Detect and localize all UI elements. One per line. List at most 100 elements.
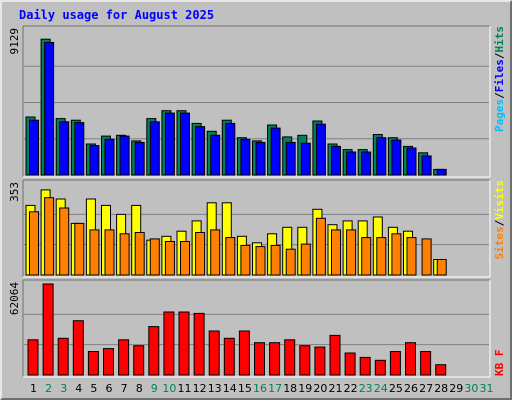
x-tick-label: 15 <box>238 382 252 395</box>
bar-sites-day-5 <box>89 229 100 276</box>
x-tick-label: 19 <box>298 382 312 395</box>
chart-title: Daily usage for August 2025 <box>19 8 214 22</box>
bar-sites-day-12 <box>195 232 206 276</box>
bar-files-day-24 <box>376 137 387 176</box>
panel-legend: Pages/Files/Hits <box>493 26 506 132</box>
bar-files-day-22 <box>346 151 357 176</box>
bar-files-day-28 <box>436 168 447 176</box>
bar-files-day-20 <box>315 123 326 176</box>
bar-files-day-23 <box>361 151 372 176</box>
bar-files-day-6 <box>104 138 115 176</box>
x-tick-label: 29 <box>449 382 463 395</box>
bar-sites-day-21 <box>331 229 341 276</box>
bar-sites-day-19 <box>300 243 311 276</box>
bar-kb-f-day-14 <box>223 337 235 376</box>
bar-kb-f-day-8 <box>133 345 145 376</box>
x-tick-label: 6 <box>106 382 113 395</box>
bar-sites-day-16 <box>255 246 266 276</box>
bar-files-day-4 <box>74 122 85 176</box>
legend-entry: Files <box>493 59 506 92</box>
bar-sites-day-1 <box>29 211 39 276</box>
bar-sites-day-9 <box>149 238 160 276</box>
y-max-label: 353 <box>8 182 21 202</box>
bar-kb-f-day-24 <box>374 359 386 376</box>
x-tick-label: 23 <box>359 382 373 395</box>
bar-kb-f-day-15 <box>238 330 250 376</box>
x-tick-label: 16 <box>253 382 267 395</box>
x-tick-label: 17 <box>268 382 282 395</box>
x-tick-label: 28 <box>434 382 448 395</box>
x-tick-label: 3 <box>60 382 67 395</box>
bar-kb-f-day-18 <box>284 339 296 376</box>
bar-kb-f-day-19 <box>299 345 311 376</box>
legend-entry: F <box>493 350 506 357</box>
x-tick-label: 31 <box>480 382 494 395</box>
bar-kb-f-day-21 <box>329 334 341 376</box>
bar-files-day-11 <box>180 112 190 176</box>
bar-files-day-2 <box>44 41 55 176</box>
x-tick-label: 1 <box>30 382 37 395</box>
bar-sites-day-13 <box>210 229 221 276</box>
x-tick-label: 20 <box>313 382 327 395</box>
bar-kb-f-day-23 <box>359 356 371 376</box>
legend-entry: Sites <box>493 226 506 259</box>
y-max-label: 62064 <box>8 282 21 315</box>
bar-sites-day-20 <box>315 217 326 276</box>
bar-kb-f-day-16 <box>254 342 265 376</box>
x-tick-label: 8 <box>136 382 143 395</box>
x-tick-label: 4 <box>75 382 82 395</box>
bar-sites-day-3 <box>59 207 70 276</box>
bar-kb-f-day-2 <box>42 283 54 376</box>
bar-sites-day-22 <box>346 229 357 276</box>
bar-sites-day-23 <box>361 237 372 276</box>
x-tick-label: 11 <box>178 382 192 395</box>
legend-entry: / <box>493 219 506 226</box>
x-tick-label: 10 <box>162 382 176 395</box>
bar-files-day-19 <box>300 142 311 176</box>
bar-sites-day-17 <box>270 244 281 276</box>
bar-sites-day-6 <box>104 229 115 276</box>
bar-files-day-13 <box>210 134 221 176</box>
bar-files-day-10 <box>164 112 175 176</box>
panel-legend: Sites/Visits <box>493 180 506 260</box>
x-tick-label: 5 <box>90 382 97 395</box>
bar-files-day-5 <box>89 145 100 176</box>
bar-kb-f-day-11 <box>178 311 190 376</box>
bar-files-day-9 <box>149 121 160 176</box>
bar-files-day-16 <box>255 141 266 176</box>
legend-entry: / <box>493 92 506 99</box>
bar-kb-f-day-28 <box>435 364 447 376</box>
x-tick-label: 13 <box>208 382 222 395</box>
bar-files-day-26 <box>406 147 417 176</box>
bar-files-day-25 <box>391 139 402 176</box>
bar-kb-f-day-20 <box>314 346 326 376</box>
x-tick-label: 26 <box>404 382 418 395</box>
bar-kb-f-day-3 <box>57 337 69 376</box>
bar-kb-f-day-13 <box>208 330 220 376</box>
bar-kb-f-day-25 <box>389 351 401 376</box>
bar-kb-f-day-17 <box>269 342 281 376</box>
bar-kb-f-day-6 <box>103 348 114 376</box>
bar-files-day-15 <box>240 138 251 176</box>
legend-entry: Hits <box>493 26 506 53</box>
bar-files-day-7 <box>119 135 130 176</box>
y-max-label: 9129 <box>8 28 21 55</box>
bar-sites-day-27 <box>421 238 432 276</box>
x-tick-label: 14 <box>223 382 237 395</box>
x-tick-label: 12 <box>193 382 207 395</box>
bar-kb-f-day-9 <box>148 326 160 376</box>
bar-kb-f-day-1 <box>27 339 39 376</box>
bar-sites-day-11 <box>180 241 190 276</box>
bar-files-day-14 <box>225 122 236 176</box>
x-tick-label: 24 <box>374 382 388 395</box>
bar-kb-f-day-10 <box>163 311 175 376</box>
bar-sites-day-2 <box>44 197 55 276</box>
bar-sites-day-15 <box>240 244 251 276</box>
bar-kb-f-day-5 <box>87 351 99 376</box>
bar-files-day-18 <box>285 141 296 176</box>
bar-files-day-17 <box>270 127 281 176</box>
bar-kb-f-day-22 <box>344 352 356 376</box>
bar-kb-f-day-27 <box>420 351 432 376</box>
x-tick-label: 27 <box>419 382 433 395</box>
